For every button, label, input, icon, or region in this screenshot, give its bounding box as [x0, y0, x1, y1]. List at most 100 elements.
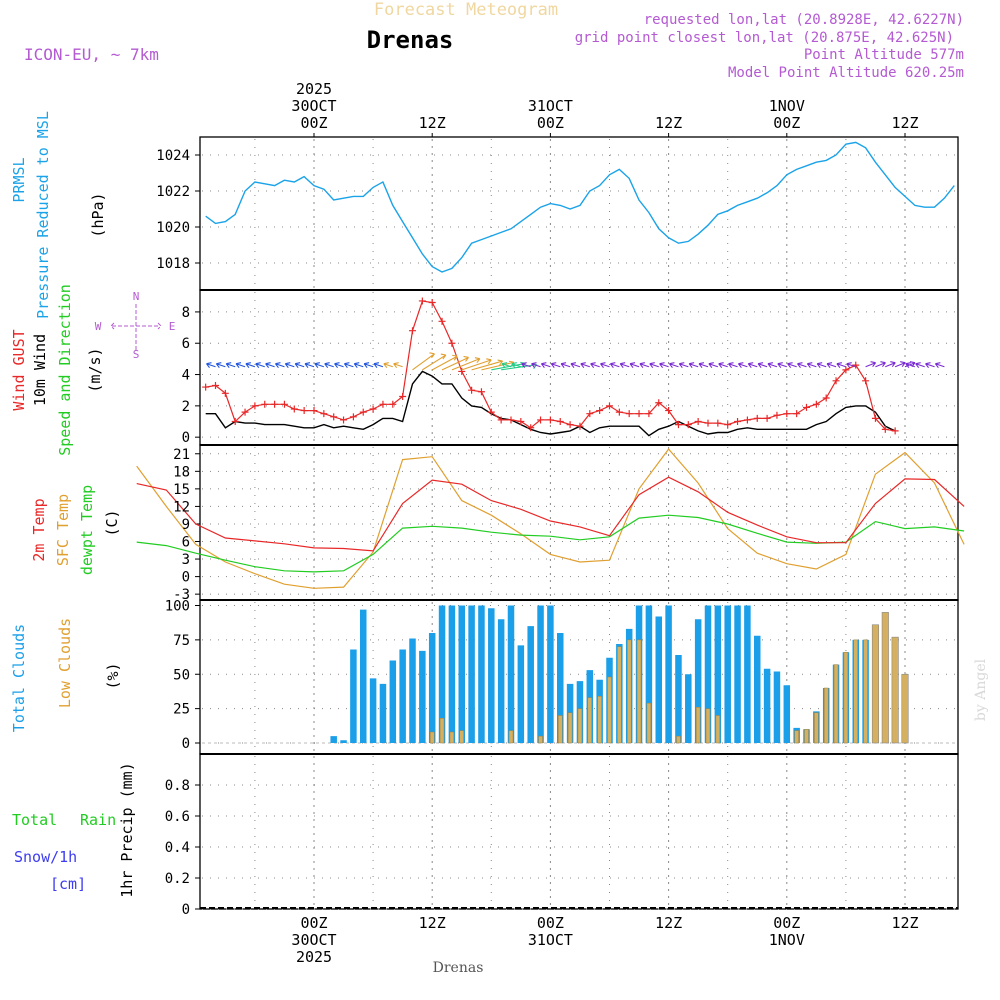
- gust-marker: [418, 297, 426, 305]
- grid-coords: grid point closest lon,lat (20.875E, 42.…: [575, 30, 954, 46]
- y-tick-label: 0.8: [165, 778, 190, 794]
- gust-marker: [556, 418, 564, 426]
- wind-direction-arrow: [235, 362, 246, 369]
- wind-direction-arrow: [215, 362, 226, 369]
- low-cloud-bar: [794, 730, 799, 744]
- gust-marker: [300, 407, 308, 415]
- low-cloud-bar: [567, 712, 573, 744]
- gust-marker: [438, 317, 446, 325]
- y-tick-label: 0: [182, 736, 190, 752]
- gust-marker: [783, 410, 791, 418]
- low-cloud-bar: [449, 731, 455, 744]
- top-time-tick: 2025: [296, 80, 332, 98]
- bottom-time-tick: 31OCT: [528, 931, 573, 949]
- low-cloud-bar: [881, 612, 889, 744]
- gust-marker: [724, 421, 732, 429]
- wind-direction-arrow: [471, 359, 504, 371]
- low-cloud-bar: [901, 673, 909, 744]
- wind-direction-arrow: [600, 362, 610, 369]
- y-tick-label: 100: [165, 599, 190, 615]
- bottom-time-tick: 1NOV: [769, 931, 805, 949]
- speed-direction-label: Speed and Direction: [56, 284, 74, 456]
- gust-marker: [507, 416, 515, 424]
- y-tick-label: 1022: [156, 184, 190, 200]
- wind-direction-arrow: [255, 362, 265, 369]
- gust-marker: [468, 386, 476, 394]
- model-altitude: Model Point Altitude 620.25m: [728, 65, 964, 81]
- total-cloud-bar: [704, 605, 712, 743]
- y-tick-label: 0: [182, 430, 190, 446]
- low-cloud-bar: [459, 730, 464, 744]
- total-cloud-bar: [458, 605, 465, 743]
- low-cloud-bar: [676, 735, 681, 744]
- y-tick-label: 9: [182, 517, 190, 533]
- gust-marker: [753, 414, 761, 422]
- wind-direction-arrow: [875, 361, 886, 368]
- gust-marker: [389, 400, 397, 408]
- bottom-time-tick: 00Z: [537, 914, 564, 932]
- total-cloud-bar: [734, 605, 741, 743]
- celsius-unit-label: (C): [103, 509, 121, 536]
- total-cloud-bar: [685, 674, 692, 743]
- wind-direction-arrow: [708, 362, 719, 369]
- total-cloud-bar: [714, 605, 722, 743]
- wind-direction-arrow: [669, 362, 679, 369]
- wind-direction-arrow: [353, 362, 364, 369]
- wind-direction-arrow: [393, 362, 403, 369]
- low-cloud-bar: [636, 639, 642, 744]
- y-tick-label: 50: [173, 667, 190, 683]
- forecast-label: Forecast Meteogram: [374, 0, 558, 20]
- total-cloud-bar: [724, 605, 731, 743]
- gust-marker: [231, 418, 239, 426]
- y-tick-label: 18: [173, 464, 190, 480]
- wind-direction-arrow: [521, 362, 531, 369]
- low-cloud-bar: [833, 664, 839, 744]
- wind-direction-arrow: [461, 358, 492, 371]
- wind-direction-arrow: [639, 362, 650, 369]
- wind-direction-arrow: [294, 362, 305, 369]
- wind-direction-arrow: [915, 362, 925, 369]
- gust-marker: [862, 377, 870, 385]
- y-tick-label: 0: [182, 902, 190, 918]
- gust-marker: [871, 414, 879, 422]
- wind-direction-arrow: [383, 362, 393, 369]
- panel-frame: [199, 136, 959, 291]
- compass-n: N: [133, 290, 140, 303]
- low-cloud-bar: [823, 687, 829, 744]
- low-cloud-bar: [646, 702, 652, 744]
- hpa-unit-label: (hPa): [89, 192, 107, 237]
- y-tick-label: -3: [173, 587, 190, 603]
- top-time-tick: 30OCT: [291, 97, 336, 115]
- wind-direction-arrow: [422, 353, 447, 371]
- total-clouds-label: Total Clouds: [10, 624, 28, 732]
- wind-direction-arrow: [816, 362, 827, 369]
- gust-marker: [615, 408, 623, 416]
- gust-marker: [359, 408, 367, 416]
- gust-marker: [832, 377, 840, 385]
- y-tick-label: 4: [182, 368, 190, 384]
- y-tick-label: 6: [182, 336, 190, 352]
- wind-direction-arrow: [885, 361, 896, 368]
- wind-direction-arrow: [698, 362, 709, 369]
- wind-direction-arrow: [865, 361, 877, 368]
- gust-marker: [497, 416, 505, 424]
- wind-direction-arrow: [757, 362, 768, 369]
- wind-direction-arrow: [531, 362, 541, 369]
- y-tick-label: 12: [173, 499, 190, 515]
- sfc-temp-line: [136, 448, 965, 589]
- gust-marker: [684, 421, 692, 429]
- gust-marker: [409, 327, 416, 335]
- gust-marker: [517, 418, 525, 426]
- cm-unit-label: [cm]: [50, 875, 86, 893]
- gust-marker: [822, 394, 830, 402]
- total-cloud-bar: [350, 649, 357, 743]
- low-cloud-bar: [439, 718, 445, 744]
- wind-direction-arrow: [343, 362, 354, 369]
- wind-direction-arrow: [363, 362, 374, 369]
- gust-marker: [221, 389, 229, 397]
- top-time-tick: 12Z: [891, 114, 918, 132]
- gust-marker: [655, 399, 663, 407]
- gust-marker: [665, 407, 673, 415]
- wind-direction-arrow: [451, 357, 481, 371]
